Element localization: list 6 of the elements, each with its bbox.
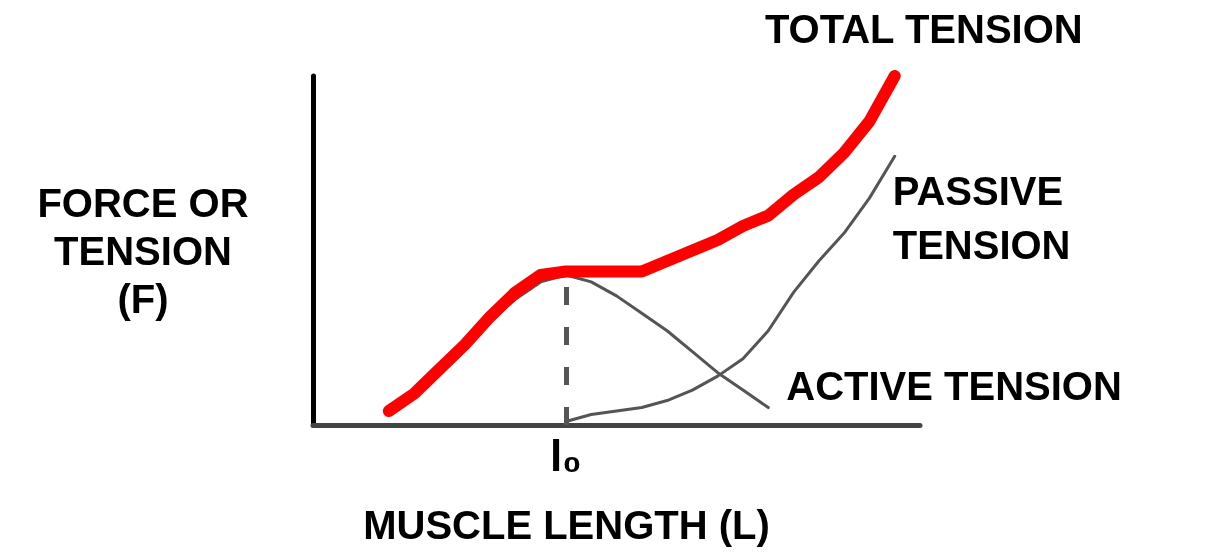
text: l₀ — [549, 430, 582, 480]
series-label: TOTAL TENSION — [764, 7, 1083, 51]
series-label: ACTIVE TENSION — [786, 363, 1122, 408]
x-axis-title: MUSCLE LENGTH (L) — [363, 503, 770, 547]
series-label: PASSIVE TENSION — [892, 169, 1071, 268]
y-axis-title: FORCE OR TENSION (F) — [37, 180, 249, 321]
